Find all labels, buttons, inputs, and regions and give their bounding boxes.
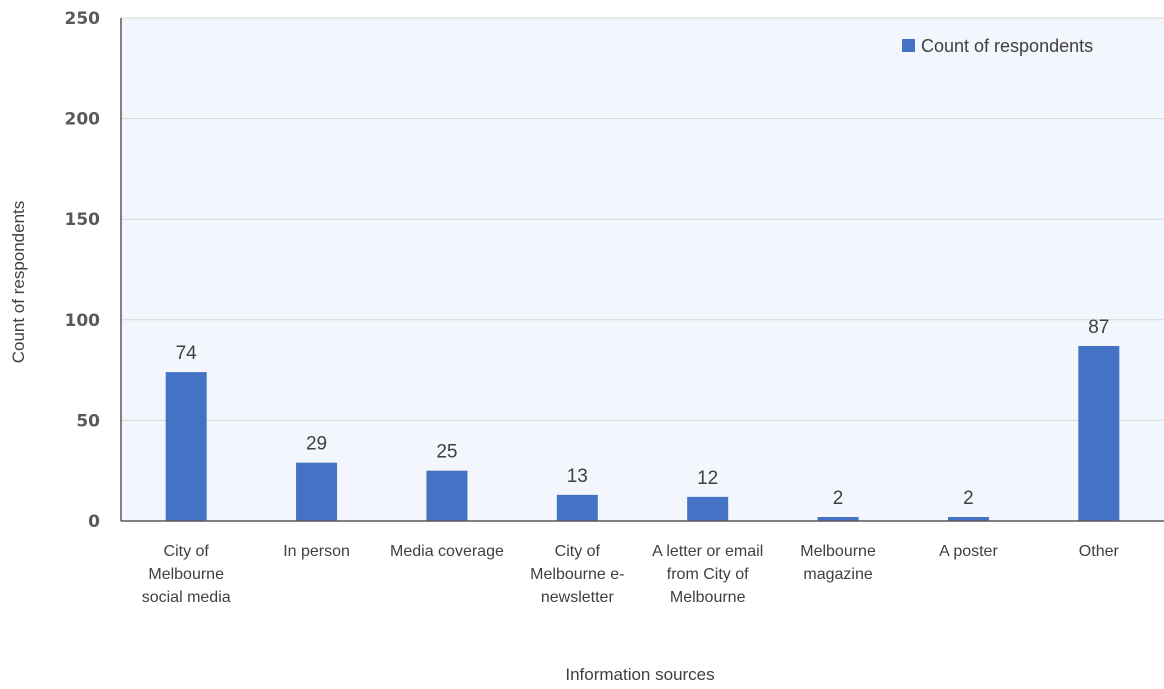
bar — [1078, 345, 1120, 521]
x-tick-label: Melbourne magazine — [800, 543, 876, 583]
data-label: 12 — [697, 468, 718, 489]
x-axis-ticks: City of Melbourne social media In person Med… — [142, 543, 1120, 606]
y-tick-label: 100 — [65, 311, 101, 331]
data-label: 2 — [963, 488, 974, 509]
bar — [296, 462, 338, 521]
y-tick-label: 50 — [76, 411, 100, 431]
data-label: 2 — [833, 488, 844, 509]
x-tick-label-line: Other — [1079, 543, 1120, 560]
x-tick-label-line: Melbourne e- — [530, 566, 624, 583]
x-tick-label-line: magazine — [803, 566, 872, 583]
y-tick-label: 0 — [88, 512, 100, 532]
x-tick-label-line: A letter or email — [652, 543, 763, 560]
bars — [165, 345, 1120, 521]
x-tick-label-line: A poster — [939, 543, 998, 560]
y-axis-title: Count of respondents — [9, 201, 28, 364]
data-label: 29 — [306, 434, 327, 455]
x-tick-label-line: In person — [283, 543, 350, 560]
bar — [165, 372, 207, 521]
x-tick-label: City of Melbourne e-newsletter — [530, 543, 624, 606]
bar — [687, 496, 729, 521]
x-tick-label-line: City of — [555, 543, 601, 560]
data-labels: 74 29 25 13 12 2 2 87 — [176, 317, 1110, 509]
plot-area — [121, 18, 1164, 521]
y-tick-label: 200 — [65, 110, 101, 130]
y-tick-label: 150 — [65, 210, 101, 230]
bar — [817, 516, 859, 521]
x-tick-label: A letter or email from City of Melbourne — [652, 543, 763, 606]
x-tick-label-line: newsletter — [541, 589, 615, 606]
x-tick-label-line: City of — [164, 543, 210, 560]
y-tick-label: 250 — [65, 9, 101, 29]
bar — [947, 516, 989, 521]
y-axis-ticks: 0 50 100 150 200 250 — [65, 9, 101, 532]
x-tick-label-line: from City of — [667, 566, 749, 583]
x-tick-label: A poster — [939, 543, 998, 560]
x-tick-label-line: Media coverage — [390, 543, 504, 560]
x-tick-label: Media coverage — [390, 543, 504, 560]
x-tick-label-line: Melbourne — [148, 566, 224, 583]
gridlines — [121, 17, 1164, 421]
x-tick-label: Other — [1079, 543, 1120, 560]
data-label: 25 — [436, 442, 457, 463]
x-tick-label-line: Melbourne — [800, 543, 876, 560]
x-axis-title: Information sources — [565, 665, 714, 684]
x-tick-label: In person — [283, 543, 350, 560]
x-tick-label-line: Melbourne — [670, 589, 746, 606]
legend-label: Count of respondents — [921, 36, 1093, 56]
legend-swatch — [902, 39, 915, 52]
bar — [556, 494, 598, 521]
x-tick-label-line: social media — [142, 589, 231, 606]
bar — [426, 470, 468, 521]
data-label: 13 — [567, 466, 588, 487]
data-label: 87 — [1088, 317, 1109, 338]
x-tick-label: City of Melbourne social media — [142, 543, 231, 606]
legend: Count of respondents — [902, 36, 1093, 56]
data-label: 74 — [176, 343, 198, 364]
